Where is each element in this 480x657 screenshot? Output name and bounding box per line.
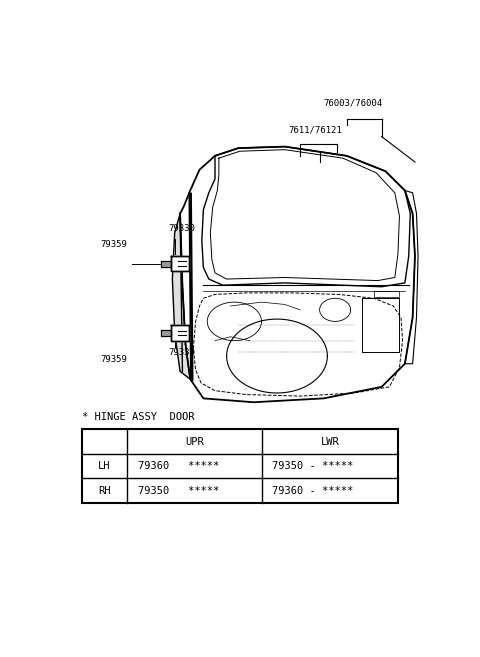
Text: 79330: 79330 [168,224,195,233]
Text: 79360 - *****: 79360 - ***** [272,486,353,496]
Polygon shape [171,325,189,340]
Text: * HINGE ASSY  DOOR: * HINGE ASSY DOOR [82,412,194,422]
Polygon shape [172,214,190,379]
Bar [82,429,398,503]
Text: 79360   *****: 79360 ***** [138,461,219,471]
Polygon shape [161,261,171,267]
Polygon shape [161,330,171,336]
Text: 79359: 79359 [100,355,127,364]
Text: UPR: UPR [185,436,204,447]
Text: LH: LH [98,461,110,471]
Polygon shape [171,256,189,271]
Text: 76003/76004: 76003/76004 [324,99,383,108]
Text: 79350 - *****: 79350 - ***** [272,461,353,471]
Text: 79359: 79359 [100,240,127,249]
Text: RH: RH [98,486,110,496]
Text: 7611/76121: 7611/76121 [288,125,342,135]
Text: 79350   *****: 79350 ***** [138,486,219,496]
Text: LWR: LWR [321,436,339,447]
Text: 79330: 79330 [168,348,195,357]
